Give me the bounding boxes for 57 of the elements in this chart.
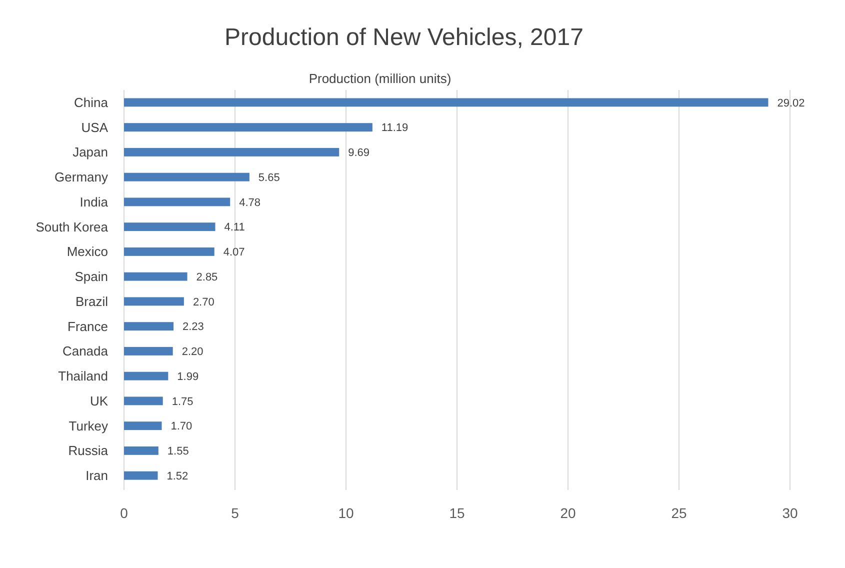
y-tick-label: Iran bbox=[86, 468, 108, 484]
bar bbox=[124, 172, 250, 182]
bar bbox=[124, 297, 184, 306]
data-label: 4.78 bbox=[239, 196, 261, 209]
data-label: 11.19 bbox=[381, 122, 408, 134]
bar bbox=[124, 446, 158, 455]
y-tick-label: Mexico bbox=[66, 244, 108, 260]
x-tick-label: 15 bbox=[449, 505, 465, 521]
data-label: 2.85 bbox=[196, 271, 218, 284]
bar bbox=[124, 471, 158, 480]
data-label: 2.70 bbox=[192, 296, 214, 308]
data-label: 1.99 bbox=[177, 370, 199, 383]
bar bbox=[124, 396, 163, 406]
x-tick-label: 30 bbox=[782, 505, 798, 521]
bar bbox=[124, 222, 216, 232]
y-tick-label: USA bbox=[81, 120, 108, 135]
y-tick-label: France bbox=[68, 318, 108, 334]
bar bbox=[124, 272, 188, 281]
data-label: 1.70 bbox=[170, 420, 192, 433]
bar bbox=[124, 148, 340, 156]
y-tick-label: China bbox=[74, 94, 109, 110]
x-tick-label: 0 bbox=[120, 505, 128, 521]
x-tick-label: 5 bbox=[231, 505, 240, 521]
bar bbox=[124, 322, 174, 331]
y-tick-label: India bbox=[80, 194, 109, 210]
data-label: 4.11 bbox=[224, 222, 245, 234]
x-axis-title: Production (million units) bbox=[308, 71, 452, 86]
y-tick-label: Turkey bbox=[68, 418, 108, 434]
data-label: 1.52 bbox=[166, 470, 188, 482]
y-tick-label: South Korea bbox=[36, 219, 109, 234]
bar bbox=[124, 372, 168, 380]
x-tick-label: 10 bbox=[338, 505, 354, 521]
chart-title: Production of New Vehicles, 2017 bbox=[224, 24, 584, 51]
y-tick-label: Japan bbox=[72, 144, 108, 160]
y-tick-label: Spain bbox=[74, 269, 108, 284]
y-tick-label: Brazil bbox=[75, 294, 108, 309]
data-label: 9.69 bbox=[348, 147, 370, 160]
data-label: 1.55 bbox=[167, 446, 189, 458]
bar bbox=[124, 346, 173, 356]
bar bbox=[124, 198, 230, 206]
x-tick-label: 25 bbox=[671, 505, 687, 521]
data-label: 2.23 bbox=[182, 321, 204, 334]
data-label: 4.07 bbox=[223, 246, 245, 259]
y-tick-label: Germany bbox=[54, 170, 108, 185]
data-label: 2.20 bbox=[182, 346, 204, 358]
bar bbox=[124, 422, 162, 430]
y-tick-label: UK bbox=[90, 393, 108, 408]
y-tick-label: Thailand bbox=[58, 368, 108, 384]
y-tick-label: Russia bbox=[68, 443, 109, 458]
x-tick-label: 20 bbox=[560, 505, 576, 521]
bar bbox=[124, 98, 768, 107]
y-tick-label: Canada bbox=[62, 344, 109, 359]
data-label: 5.65 bbox=[258, 172, 280, 184]
bar bbox=[124, 123, 372, 132]
bar bbox=[124, 247, 214, 256]
data-label: 1.75 bbox=[172, 396, 194, 408]
data-label: 29.02 bbox=[777, 97, 805, 110]
